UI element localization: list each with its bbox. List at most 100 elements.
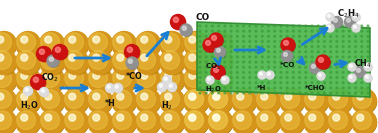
Circle shape — [224, 82, 226, 84]
Circle shape — [64, 109, 88, 133]
Circle shape — [199, 25, 201, 27]
Circle shape — [33, 76, 46, 90]
Circle shape — [305, 71, 307, 73]
Circle shape — [299, 35, 301, 37]
Circle shape — [37, 47, 51, 61]
Circle shape — [89, 33, 107, 51]
Circle shape — [230, 56, 232, 58]
Circle shape — [280, 71, 282, 73]
Circle shape — [346, 18, 356, 28]
Circle shape — [327, 25, 334, 32]
Circle shape — [231, 109, 257, 133]
Circle shape — [305, 66, 307, 68]
Circle shape — [330, 46, 332, 48]
Circle shape — [89, 111, 107, 130]
Circle shape — [243, 61, 245, 63]
Circle shape — [342, 87, 344, 89]
Circle shape — [141, 54, 148, 61]
Circle shape — [349, 46, 350, 48]
Circle shape — [224, 25, 226, 27]
Circle shape — [367, 92, 369, 94]
Circle shape — [0, 36, 4, 43]
Circle shape — [218, 56, 220, 58]
Circle shape — [41, 90, 59, 109]
Circle shape — [135, 68, 161, 92]
Circle shape — [330, 82, 332, 84]
Circle shape — [261, 76, 263, 79]
Circle shape — [185, 111, 203, 130]
Circle shape — [259, 72, 262, 75]
Circle shape — [66, 52, 88, 74]
Circle shape — [342, 30, 344, 32]
Circle shape — [21, 36, 28, 43]
Circle shape — [350, 75, 352, 78]
Circle shape — [205, 30, 207, 32]
Circle shape — [117, 93, 124, 100]
Circle shape — [115, 85, 122, 93]
Circle shape — [336, 25, 338, 27]
Circle shape — [257, 90, 276, 109]
Circle shape — [311, 51, 313, 53]
Circle shape — [274, 82, 276, 84]
Circle shape — [141, 72, 148, 79]
Circle shape — [114, 52, 136, 74]
Circle shape — [330, 112, 353, 133]
Circle shape — [189, 93, 196, 100]
Circle shape — [285, 114, 292, 121]
Circle shape — [87, 68, 113, 92]
Circle shape — [367, 35, 369, 37]
Circle shape — [112, 109, 136, 133]
Circle shape — [236, 82, 239, 84]
Circle shape — [342, 92, 344, 94]
Circle shape — [324, 71, 325, 73]
Circle shape — [211, 92, 214, 94]
Circle shape — [87, 88, 113, 113]
Circle shape — [209, 90, 228, 109]
Circle shape — [349, 30, 350, 32]
Circle shape — [286, 30, 288, 32]
Circle shape — [292, 82, 294, 84]
Circle shape — [25, 88, 33, 96]
Circle shape — [113, 33, 132, 51]
Circle shape — [274, 61, 276, 63]
Circle shape — [311, 56, 313, 58]
Circle shape — [25, 88, 28, 91]
Circle shape — [211, 46, 214, 48]
Circle shape — [230, 30, 232, 32]
Circle shape — [255, 87, 257, 89]
Circle shape — [299, 46, 301, 48]
Circle shape — [292, 61, 294, 63]
Circle shape — [218, 46, 220, 48]
Circle shape — [205, 40, 217, 52]
Circle shape — [205, 25, 207, 27]
Circle shape — [309, 114, 316, 121]
Circle shape — [205, 71, 207, 73]
Circle shape — [230, 61, 232, 63]
Circle shape — [355, 71, 356, 73]
Circle shape — [0, 69, 11, 88]
Circle shape — [93, 54, 100, 61]
Circle shape — [183, 68, 209, 92]
Circle shape — [336, 71, 338, 73]
Circle shape — [283, 40, 295, 52]
Circle shape — [213, 114, 220, 121]
Circle shape — [280, 82, 282, 84]
Circle shape — [17, 111, 36, 130]
Circle shape — [292, 92, 294, 94]
Circle shape — [361, 35, 363, 37]
Circle shape — [292, 76, 294, 79]
Circle shape — [236, 35, 239, 37]
Circle shape — [112, 32, 136, 57]
Circle shape — [258, 91, 280, 113]
Circle shape — [163, 76, 172, 84]
Circle shape — [286, 35, 288, 37]
Circle shape — [114, 70, 136, 92]
Circle shape — [158, 82, 166, 92]
Circle shape — [161, 51, 180, 70]
Circle shape — [21, 114, 28, 121]
Circle shape — [199, 46, 201, 48]
Circle shape — [243, 82, 245, 84]
Circle shape — [169, 84, 172, 87]
Circle shape — [124, 45, 139, 59]
Circle shape — [186, 70, 209, 92]
